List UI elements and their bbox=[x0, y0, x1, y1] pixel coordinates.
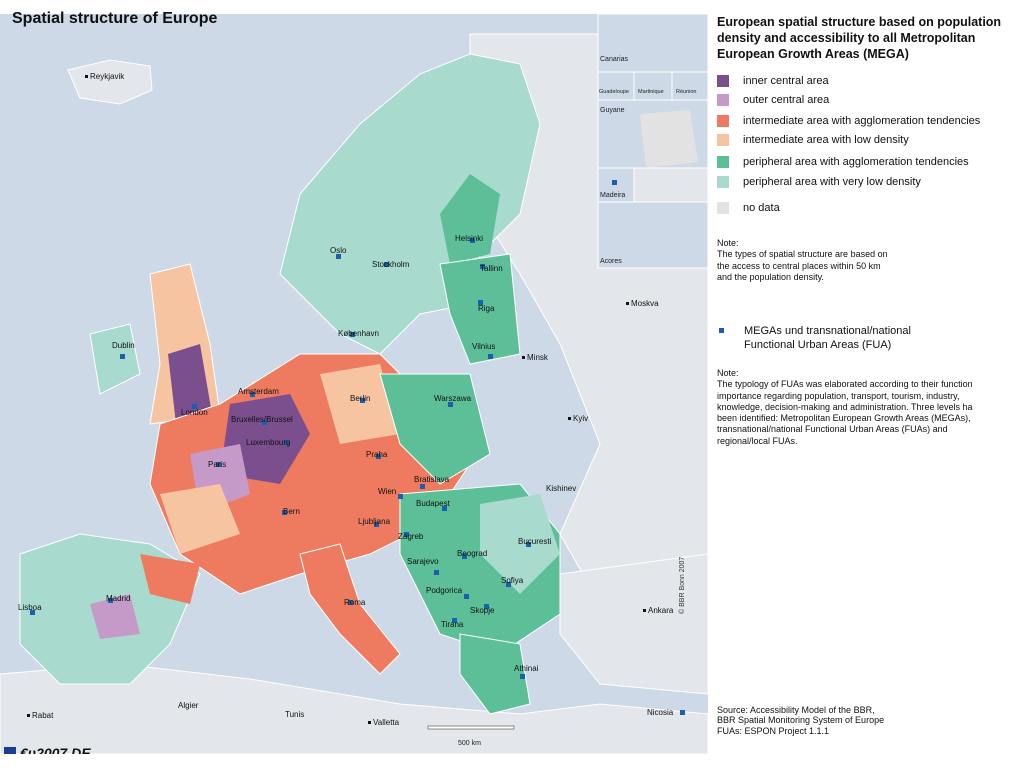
legend-swatch bbox=[717, 93, 729, 106]
inset-label-guadeloupe: Guadeloupe bbox=[599, 89, 629, 95]
city-roma: Roma bbox=[344, 598, 366, 607]
inset-label-reunion: Réunion bbox=[676, 89, 697, 95]
legend-label: peripheral area with agglomeration tende… bbox=[743, 155, 969, 168]
city-nicosia: Nicosia bbox=[647, 708, 674, 717]
legend-label: outer central area bbox=[743, 93, 830, 106]
legend-title: European spatial structure based on popu… bbox=[717, 15, 1002, 61]
city-tirana: Tirana bbox=[441, 620, 464, 629]
city-bern: Bern bbox=[283, 507, 300, 516]
legend-swatch bbox=[717, 133, 729, 146]
city-stockholm: Stockholm bbox=[372, 260, 410, 269]
legend-item-inner-central: inner central area bbox=[717, 74, 829, 87]
legend-swatch bbox=[717, 201, 729, 214]
legend-item-intermediate-agglomeration: intermediate area with agglomeration ten… bbox=[717, 114, 980, 127]
fua-marker-icon bbox=[719, 328, 724, 333]
city-bruxelles: Bruxelles/Brussel bbox=[231, 415, 293, 424]
city-athinai: Athinai bbox=[514, 664, 539, 673]
city-valletta: Valletta bbox=[368, 718, 399, 727]
city-beograd: Beograd bbox=[457, 549, 488, 558]
legend-swatch bbox=[717, 74, 729, 87]
legend-item-outer-central: outer central area bbox=[717, 93, 829, 106]
city-wien: Wien bbox=[378, 487, 397, 496]
city-paris: Paris bbox=[208, 460, 227, 469]
city-oslo: Oslo bbox=[330, 246, 347, 255]
city-minsk: Minsk bbox=[522, 353, 548, 362]
legend-swatch bbox=[717, 114, 729, 127]
city-tallinn: Tallinn bbox=[480, 264, 503, 273]
legend-label: intermediate area with low density bbox=[743, 133, 909, 146]
city-kishinev: Kishinev bbox=[546, 484, 577, 493]
legend-label: peripheral area with very low density bbox=[743, 175, 921, 188]
city-sarajevo: Sarajevo bbox=[407, 557, 439, 566]
city-bucuresti: Bucuresti bbox=[518, 537, 552, 546]
city-reykjavik: Reykjavik bbox=[85, 72, 124, 81]
legend-label: intermediate area with agglomeration ten… bbox=[743, 114, 981, 127]
source-note: Source: Accessibility Model of the BBR, … bbox=[717, 704, 885, 736]
europe-map[interactable]: Reykjavik Oslo Stockholm Helsinki Tallin… bbox=[0, 14, 708, 754]
city-tunis: Tunis bbox=[285, 710, 305, 719]
note-spatial-structure: Note: The types of spatial structure are… bbox=[717, 238, 888, 282]
city-kyiv: Kyiv bbox=[568, 414, 588, 423]
city-helsinki: Helsinki bbox=[455, 234, 484, 243]
city-algier: Algier bbox=[178, 701, 199, 710]
city-riga: Riga bbox=[478, 304, 495, 313]
inset-label-martinique: Martinique bbox=[638, 89, 664, 95]
inset-label-canarias: Canarias bbox=[600, 56, 629, 63]
city-rabat: Rabat bbox=[27, 711, 53, 720]
city-moskva: Moskva bbox=[626, 299, 659, 308]
legend-item-peripheral-low-density: peripheral area with very low density bbox=[717, 175, 921, 188]
legend-swatch bbox=[717, 155, 729, 168]
fua-markers bbox=[30, 180, 685, 715]
city-london: London bbox=[181, 408, 208, 417]
inset-label-acores: Acores bbox=[600, 258, 622, 265]
city-sofiya: Sofiya bbox=[501, 576, 524, 585]
city-amsterdam: Amsterdam bbox=[238, 387, 279, 396]
legend-item-no-data: no data bbox=[717, 201, 780, 214]
legend: European spatial structure based on popu… bbox=[716, 14, 1022, 754]
scale-bar-label: 500 km bbox=[458, 740, 481, 747]
city-ankara: Ankara bbox=[643, 606, 673, 615]
eu-flag-icon bbox=[4, 747, 16, 754]
city-warszawa: Warszawa bbox=[434, 394, 472, 403]
legend-item-peripheral-agglomeration: peripheral area with agglomeration tende… bbox=[717, 155, 969, 168]
city-zagreb: Zagreb bbox=[398, 532, 424, 541]
city-madrid: Madrid bbox=[106, 594, 131, 603]
copyright: © BBR Bonn 2007 bbox=[679, 556, 686, 614]
eu2007-logo: €υ2007.DE bbox=[4, 745, 91, 754]
legend-label: inner central area bbox=[743, 74, 829, 87]
city-lisboa: Lisboa bbox=[18, 603, 42, 612]
map-graphic bbox=[0, 14, 708, 754]
city-bratislava: Bratislava bbox=[414, 475, 450, 484]
city-berlin: Berlin bbox=[350, 394, 371, 403]
city-podgorica: Podgorica bbox=[426, 586, 463, 595]
city-budapest: Budapest bbox=[416, 499, 450, 508]
legend-label: no data bbox=[743, 201, 780, 214]
map-title: Spatial structure of Europe bbox=[12, 10, 218, 27]
fua-label: MEGAs und transnational/national Functio… bbox=[744, 325, 911, 351]
city-praha: Praha bbox=[366, 450, 388, 459]
legend-item-fua: MEGAs und transnational/national Functio… bbox=[717, 324, 911, 352]
city-dublin: Dublin bbox=[112, 341, 135, 350]
inset-label-guyane: Guyane bbox=[600, 107, 625, 114]
legend-swatch bbox=[717, 175, 729, 188]
city-vilnius: Vilnius bbox=[472, 342, 496, 351]
city-luxembourg: Luxembourg bbox=[246, 438, 291, 447]
inset-label-madeira: Madeira bbox=[600, 192, 626, 199]
logo-text: €υ2007.DE bbox=[20, 745, 91, 754]
city-skopje: Skopje bbox=[470, 606, 495, 615]
city-kobenhavn: København bbox=[338, 329, 379, 338]
note-fua-typology: Note: The typology of FUAs was elaborate… bbox=[717, 368, 973, 446]
city-ljubljana: Ljubljana bbox=[358, 517, 391, 526]
legend-item-intermediate-low-density: intermediate area with low density bbox=[717, 133, 909, 146]
